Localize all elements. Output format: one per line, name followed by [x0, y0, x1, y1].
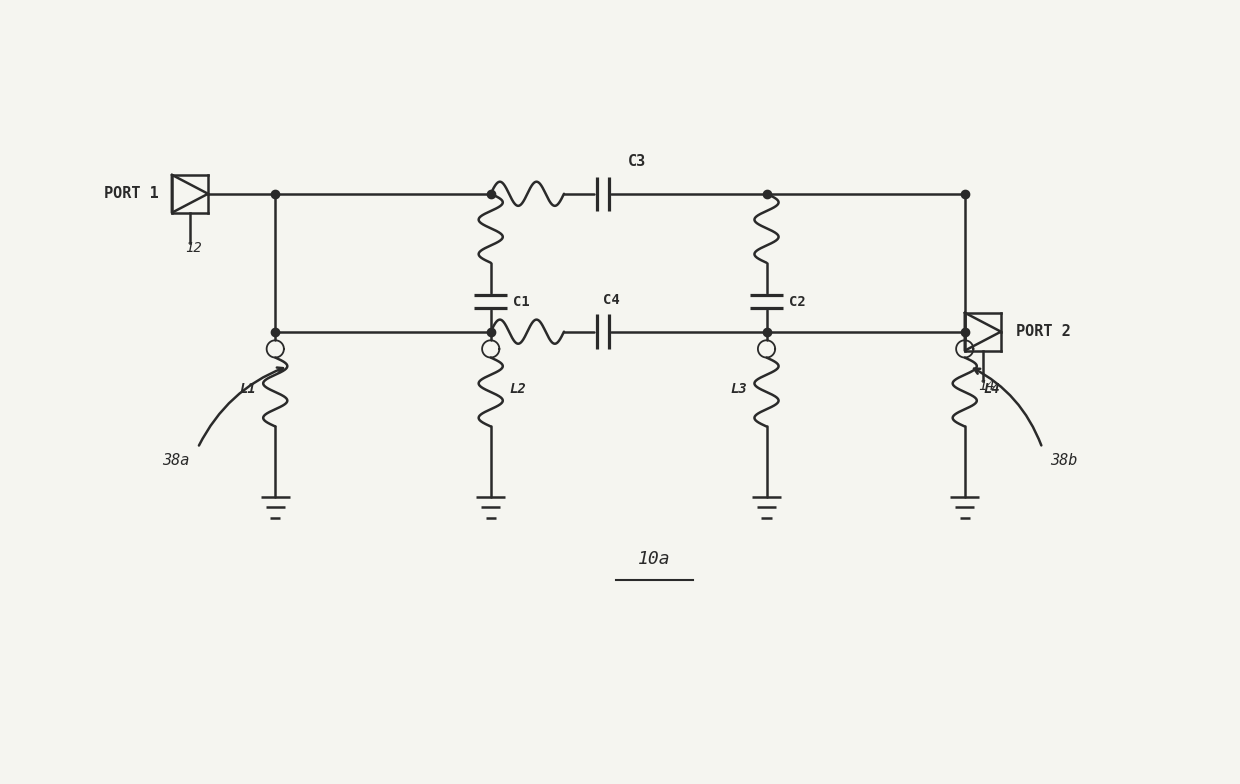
Text: PORT 1: PORT 1: [104, 187, 159, 201]
Text: L1: L1: [239, 382, 257, 396]
Text: C1: C1: [513, 295, 529, 309]
Text: PORT 2: PORT 2: [1017, 324, 1071, 339]
Text: C4: C4: [603, 293, 620, 307]
Text: 38b: 38b: [1050, 453, 1078, 468]
Text: C3: C3: [629, 154, 646, 169]
Text: L4: L4: [983, 382, 1001, 396]
Text: 38a: 38a: [162, 453, 190, 468]
Text: 14: 14: [978, 379, 994, 393]
Text: L2: L2: [510, 382, 527, 396]
Text: L3: L3: [730, 382, 748, 396]
Text: 12: 12: [185, 241, 202, 255]
Text: 10a: 10a: [639, 550, 671, 568]
Text: C2: C2: [789, 295, 806, 309]
